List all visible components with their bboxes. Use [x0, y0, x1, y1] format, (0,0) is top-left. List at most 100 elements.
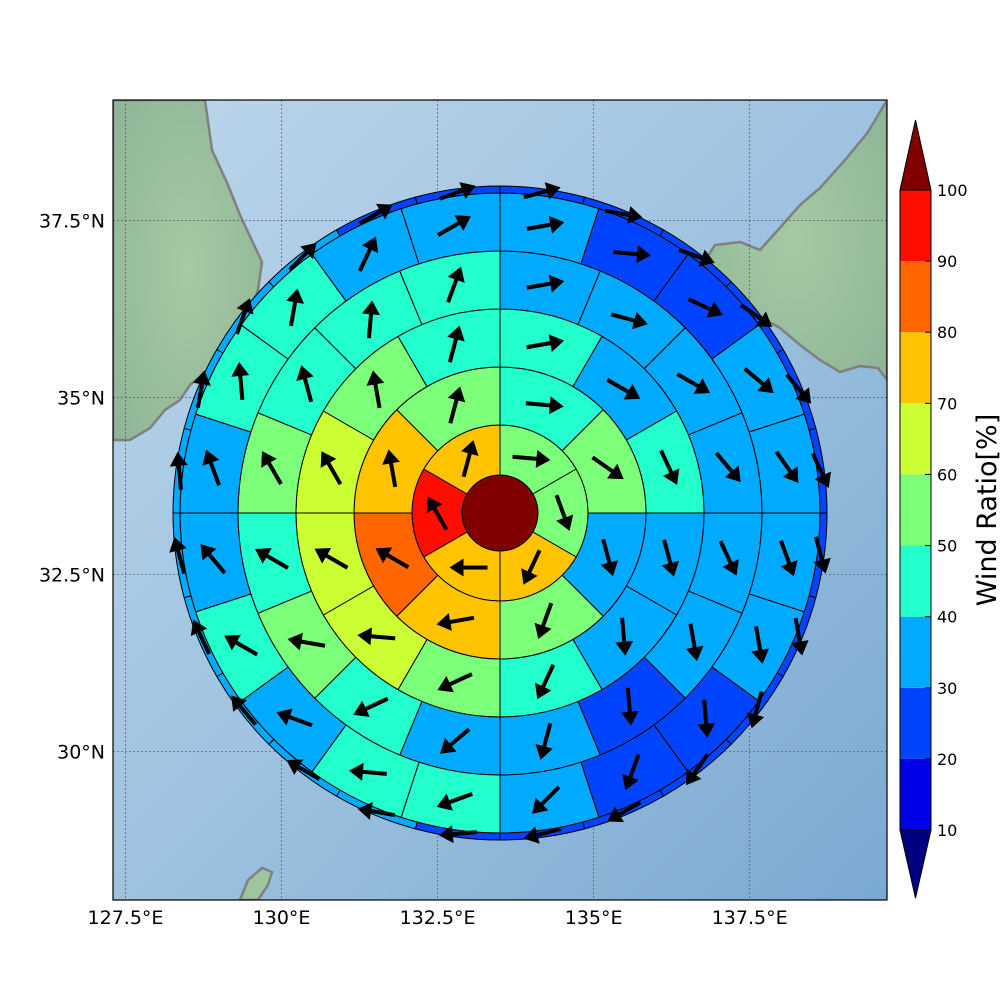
wind-arrow [523, 182, 561, 200]
colorbar-segment [900, 545, 931, 617]
x-tick-label: 127.5°E [88, 907, 164, 929]
wind-arrow [193, 370, 211, 409]
wind-arrow [366, 370, 385, 409]
wind-arrow [426, 496, 449, 531]
wind-arrows [169, 182, 832, 844]
wind-arrow [375, 547, 410, 570]
wind-arrow [810, 452, 832, 488]
wind-arrow [714, 451, 741, 483]
x-tick-label: 137.5°E [712, 907, 788, 929]
wind-arrow [790, 617, 809, 656]
colorbar-segment [900, 616, 931, 688]
wind-arrow [362, 300, 380, 339]
wind-arrow [686, 752, 710, 786]
colorbar-tick-label: 90 [937, 252, 957, 271]
wind-arrow [224, 634, 259, 657]
wind-arrow [774, 450, 799, 484]
wind-arrow [358, 203, 393, 226]
wind-arrow [286, 288, 304, 327]
wind-arrow [554, 494, 574, 531]
wind-arrow [526, 215, 565, 234]
wind-arrow [255, 548, 289, 570]
colorbar-tick-label: 80 [937, 323, 957, 342]
wind-arrow [785, 373, 812, 404]
colorbar-segment [900, 261, 931, 333]
wind-arrow [436, 792, 474, 811]
y-tick-label: 30°N [57, 741, 105, 763]
wind-arrow [779, 539, 798, 577]
wind-arrow [526, 274, 565, 293]
y-tick-label: 37.5°N [39, 210, 105, 232]
colorbar-extend-top [899, 119, 932, 191]
wind-arrow [231, 695, 258, 726]
wind-arrow [358, 236, 379, 272]
wind-arrow [606, 378, 641, 400]
wind-arrow [288, 242, 317, 272]
wind-arrow [512, 449, 551, 468]
wind-arrow [676, 372, 711, 394]
wind-arrow [620, 687, 639, 726]
wind-arrow [525, 396, 564, 415]
colorbar-tick-label: 40 [937, 608, 957, 627]
wind-arrow [532, 785, 561, 814]
wind-arrow [743, 367, 774, 394]
wind-arrow [535, 663, 556, 700]
colorbar-segment [900, 190, 931, 262]
colorbar-tick-label: 10 [937, 821, 957, 840]
wind-arrow [610, 311, 648, 330]
wind-arrow [436, 613, 475, 631]
wind-arrow [287, 632, 326, 651]
wind-arrow [169, 451, 188, 490]
x-axis: 127.5°E 130°E 132.5°E 135°E 137.5°E [88, 907, 788, 929]
wind-arrow [621, 753, 641, 791]
wind-arrow [613, 245, 652, 264]
wind-arrow [314, 547, 349, 570]
wind-arrow [615, 617, 634, 656]
colorbar-segment [900, 474, 931, 546]
wind-arrow [447, 325, 465, 363]
colorbar-segment [900, 758, 931, 830]
wind-arrow [697, 699, 716, 738]
wind-arrow [296, 365, 314, 403]
wind-arrow [234, 298, 254, 335]
wind-arrow [600, 538, 619, 577]
wind-arrow [437, 215, 471, 237]
wind-arrow [604, 206, 643, 224]
wind-arrow [439, 182, 476, 201]
wind-arrow [449, 558, 488, 577]
wind-arrow [447, 386, 466, 424]
wind-arrow [348, 762, 387, 781]
colorbar-tick-label: 60 [937, 465, 957, 484]
wind-arrow [659, 449, 680, 485]
wind-arrow [534, 602, 554, 639]
wind-arrow [718, 540, 739, 576]
x-tick-label: 132.5°E [400, 907, 476, 929]
wind-arrow [526, 334, 565, 352]
wind-arrow [200, 543, 227, 575]
wind-arrow [746, 691, 765, 729]
wind-arrow [521, 549, 542, 585]
wind-arrow [685, 623, 704, 662]
wind-arrow [461, 440, 479, 478]
colorbar-tick-label: 50 [937, 537, 957, 556]
wind-arrow [687, 297, 723, 318]
colorbar-extend-bottom [899, 829, 932, 899]
wind-arrow [607, 800, 642, 823]
wind-arrow [231, 361, 250, 400]
colorbar-tick-label: 30 [937, 679, 957, 698]
wind-arrow [446, 266, 465, 304]
y-axis: 30°N 32.5°N 35°N 37.5°N [39, 210, 105, 763]
wind-arrow [523, 826, 562, 844]
wind-arrow [357, 627, 396, 646]
x-tick-label: 130°E [253, 907, 311, 929]
wind-arrow [535, 722, 553, 760]
wind-arrow [276, 708, 313, 728]
wind-arrow [437, 672, 473, 693]
colorbar-label: Wind Ratio[%] [972, 414, 1000, 606]
x-tick-label: 135°E [565, 907, 623, 929]
colorbar: 10 20 30 40 50 60 70 80 90 100 [899, 119, 968, 899]
colorbar-segment [900, 332, 931, 404]
wind-arrow [286, 759, 321, 781]
colorbar-segment [900, 403, 931, 475]
